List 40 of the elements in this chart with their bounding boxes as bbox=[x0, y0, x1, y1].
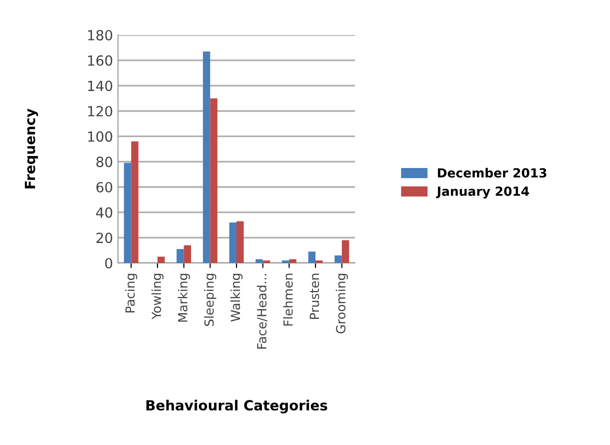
y-tick-label: 80 bbox=[96, 156, 112, 168]
y-tick-label: 120 bbox=[88, 106, 112, 116]
x-tick-label: Flehmen bbox=[283, 274, 293, 326]
bar bbox=[236, 221, 244, 263]
x-tick-label: Face/Head... bbox=[256, 274, 268, 349]
legend-label: January 2014 bbox=[436, 186, 529, 198]
x-tick-label: Walking bbox=[230, 274, 243, 322]
legend-label: December 2013 bbox=[438, 168, 546, 178]
x-tick-label: Grooming bbox=[336, 274, 348, 334]
x-tick-label: Yowling bbox=[151, 274, 164, 320]
bar bbox=[124, 162, 132, 263]
y-tick-label: 140 bbox=[88, 80, 112, 92]
bar bbox=[256, 259, 263, 263]
x-tick-label: Prusten bbox=[310, 274, 320, 319]
y-tick-label: 60 bbox=[96, 182, 112, 192]
bar bbox=[282, 260, 290, 263]
bar bbox=[229, 222, 236, 263]
bar bbox=[316, 260, 323, 263]
y-tick-label: 40 bbox=[96, 207, 112, 218]
x-tick-label: Sleeping bbox=[204, 274, 216, 326]
bar bbox=[131, 141, 138, 263]
y-tick-label: 180 bbox=[88, 30, 112, 40]
bar bbox=[158, 256, 165, 263]
bar bbox=[334, 255, 342, 263]
y-tick-label: 0 bbox=[105, 258, 112, 268]
bar bbox=[184, 245, 192, 263]
y-tick-label: 160 bbox=[88, 55, 112, 66]
bar bbox=[262, 260, 270, 263]
x-tick-label: Marking bbox=[178, 274, 190, 322]
bar bbox=[308, 252, 316, 263]
bar bbox=[289, 259, 296, 263]
x-axis-title: Behavioural Categories bbox=[146, 400, 328, 414]
y-axis-title: Frequency bbox=[24, 108, 38, 188]
bar bbox=[210, 98, 218, 263]
y-tick-label: 20 bbox=[96, 232, 112, 244]
x-tick-label: Pacing bbox=[125, 274, 138, 312]
bar bbox=[202, 51, 210, 263]
y-tick-label: 100 bbox=[88, 131, 112, 142]
bar bbox=[176, 249, 184, 263]
bar bbox=[342, 240, 350, 263]
